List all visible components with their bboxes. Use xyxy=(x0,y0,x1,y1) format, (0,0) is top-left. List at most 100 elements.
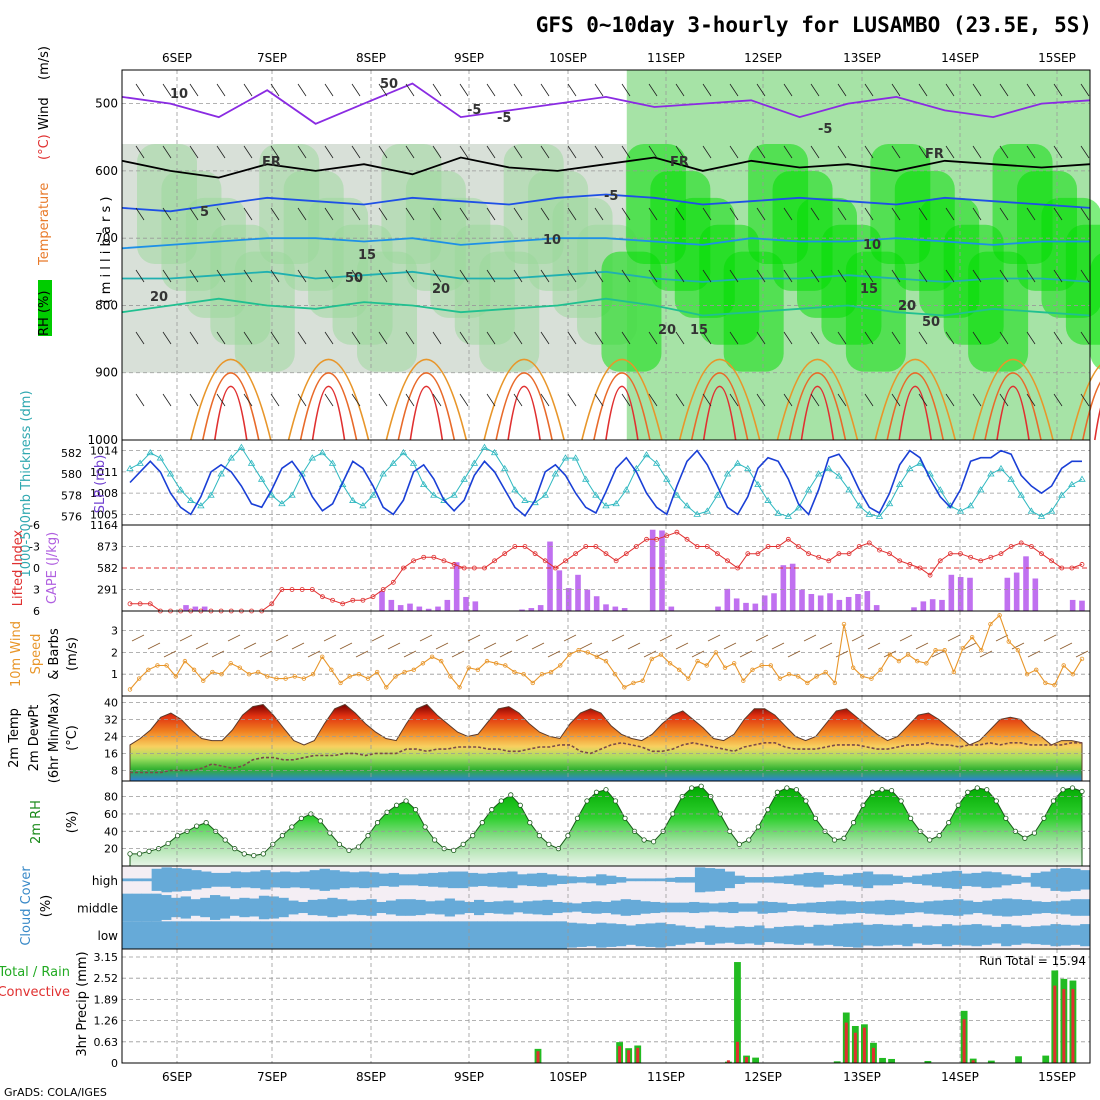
cloud-cell xyxy=(319,868,330,891)
wind-barb xyxy=(723,642,737,650)
cape-bar xyxy=(379,591,385,611)
wind-barb xyxy=(1026,393,1036,407)
wind-barb xyxy=(419,634,433,642)
cloud-cell xyxy=(679,902,690,913)
wind-barb xyxy=(307,650,321,658)
wind-tick-label: 2 xyxy=(111,646,118,659)
cloud-cell xyxy=(1070,868,1081,891)
warm-contour xyxy=(190,358,272,441)
cloud-cell xyxy=(912,875,923,884)
pressure-tick-label: 500 xyxy=(95,97,118,111)
cape-bar xyxy=(827,593,833,611)
cloud-cell xyxy=(596,922,607,948)
cloud-cell xyxy=(307,899,319,916)
temperature-ylabel: (°C) xyxy=(65,725,80,751)
thickness-point xyxy=(359,502,367,509)
cloud-cell xyxy=(1040,925,1051,945)
thickness-point xyxy=(754,480,762,488)
wind-barb xyxy=(729,207,739,221)
wind-barb xyxy=(405,393,415,407)
cloud-cell xyxy=(904,901,915,914)
precip-convective-bar xyxy=(627,1050,631,1063)
lifted-index-point xyxy=(431,554,437,560)
wind-speed-point xyxy=(951,669,957,675)
rh-point xyxy=(1069,785,1076,791)
rh-point xyxy=(965,789,971,795)
rh-point xyxy=(355,844,362,850)
rh-point xyxy=(470,833,476,839)
wind-barb xyxy=(918,269,928,283)
wind-barb xyxy=(189,269,199,283)
cloud-cell xyxy=(596,874,607,886)
rh-tick-label: 40 xyxy=(104,825,118,838)
wind-speed-point xyxy=(887,652,892,657)
wind-barb xyxy=(387,642,401,650)
cape-bar xyxy=(519,609,525,611)
cape-bar xyxy=(771,593,777,611)
warm-contour xyxy=(788,372,847,441)
cloud-cell xyxy=(438,872,449,888)
cloud-cell xyxy=(813,872,824,888)
wind-barb xyxy=(435,642,449,650)
wind-barb xyxy=(432,269,442,283)
cloud-cell xyxy=(754,877,765,883)
wind-barb xyxy=(227,634,241,642)
wind-barb xyxy=(918,331,928,345)
cloud-cell xyxy=(1060,868,1071,892)
wind-barb xyxy=(403,650,417,658)
wind-speed-point xyxy=(576,648,581,653)
wind-speed-point xyxy=(136,676,142,681)
wind-barb xyxy=(405,331,415,345)
contour-label: 20 xyxy=(898,299,916,314)
wind-barb xyxy=(432,331,442,345)
rh-point xyxy=(517,802,523,808)
thickness-point xyxy=(419,480,428,488)
wind-speed-point xyxy=(384,685,389,690)
wind-barb xyxy=(810,393,820,407)
precip-tick-label: 0 xyxy=(111,1057,118,1070)
cloud-cell xyxy=(941,924,953,947)
wind-barb xyxy=(594,145,604,159)
cloud-cell xyxy=(951,870,963,889)
thickness-point xyxy=(673,491,681,498)
wind-barb xyxy=(1053,145,1063,159)
lifted-index-point xyxy=(1008,544,1014,549)
wind-barb xyxy=(540,269,550,283)
thickness-point xyxy=(703,507,711,514)
wind-speed-point xyxy=(265,674,270,679)
cloud-cell xyxy=(777,902,788,913)
cloud-cell xyxy=(882,874,893,886)
wind-barb xyxy=(1080,331,1090,345)
rh-point xyxy=(888,787,895,794)
rh-blob xyxy=(845,251,906,372)
cape-bar xyxy=(192,606,199,611)
wind-barb xyxy=(270,269,280,283)
wind-barb xyxy=(783,393,793,407)
cloud-cell xyxy=(181,868,192,891)
cape-bar xyxy=(724,588,731,611)
wind-tick-label: 1 xyxy=(111,668,118,681)
warm-contour xyxy=(311,385,346,441)
wind-speed-point xyxy=(722,665,728,670)
cape-bar xyxy=(1013,572,1020,611)
thickness-point xyxy=(1047,507,1056,514)
precip-legend-total: Total / Rain xyxy=(0,965,70,980)
wind-barb xyxy=(486,83,496,97)
cloud-cell xyxy=(278,897,289,918)
thickness-point xyxy=(561,454,570,461)
cloud-cell xyxy=(1001,874,1012,886)
cloud-cell xyxy=(329,921,340,949)
thickness-point xyxy=(683,502,691,509)
cloud-cell xyxy=(368,872,380,888)
thickness-point xyxy=(774,509,782,516)
temperature-tick-label: 40 xyxy=(104,696,118,709)
wind-barb xyxy=(621,145,631,159)
thickness-point xyxy=(571,454,580,461)
cape-bar xyxy=(1004,577,1011,611)
rh-point xyxy=(374,820,381,826)
warm-contour xyxy=(299,372,358,441)
rh-point xyxy=(251,852,257,859)
wind-barb xyxy=(771,642,785,650)
wind-speed-point xyxy=(521,672,526,677)
wind-barb xyxy=(702,83,712,97)
